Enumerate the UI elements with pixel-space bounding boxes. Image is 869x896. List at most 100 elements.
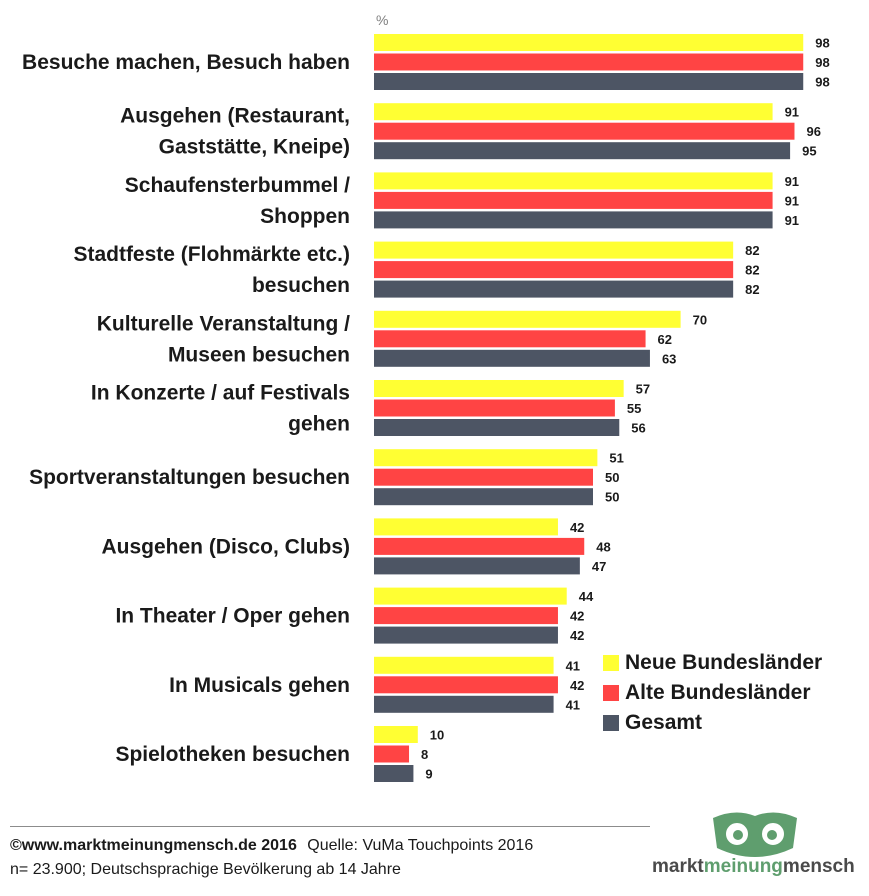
value-label-4-1: 62	[658, 332, 672, 347]
value-label-6-0: 51	[609, 451, 623, 466]
source-text: Quelle: VuMa Touchpoints 2016	[307, 837, 534, 854]
value-label-4-0: 70	[693, 312, 707, 327]
legend-swatch-red	[603, 685, 619, 701]
bar-chart: % 98989891969591919182828270626357555651…	[22, 12, 830, 782]
category-label-5: In Konzerte / auf Festivals	[91, 382, 350, 405]
legend-swatch-gray	[603, 715, 619, 731]
bar-4-2	[374, 349, 650, 367]
value-label-1-2: 95	[802, 144, 816, 159]
bar-3-0	[374, 241, 734, 259]
bar-2-2	[374, 211, 773, 229]
legend-item-neue-bundeslaender: Neue Bundesländer	[603, 648, 822, 678]
bar-8-0	[374, 587, 567, 605]
logo-text-mid: meinung	[703, 856, 783, 877]
value-label-6-2: 50	[605, 490, 619, 505]
value-label-1-1: 96	[806, 124, 820, 139]
bar-4-0	[374, 310, 681, 328]
category-labels: Besuche machen, Besuch haben Ausgehen (Re…	[22, 51, 350, 766]
logo-text-right: mensch	[782, 856, 855, 877]
value-label-2-2: 91	[785, 213, 799, 228]
bar-7-0	[374, 518, 558, 536]
bar-8-1	[374, 607, 558, 625]
bars-layer: 9898989196959191918282827062635755565150…	[374, 34, 830, 782]
footer: ©www.marktmeinungmensch.de 2016 Quelle: …	[10, 834, 533, 882]
value-label-1-0: 91	[785, 105, 799, 120]
bar-0-2	[374, 73, 804, 90]
category-label-0: Besuche machen, Besuch haben	[22, 51, 350, 74]
bar-10-2	[374, 765, 414, 782]
bar-3-2	[374, 280, 734, 298]
value-label-9-1: 42	[570, 678, 584, 693]
category-label-6: Sportveranstaltungen besuchen	[29, 466, 350, 489]
legend-swatch-yellow	[603, 655, 619, 671]
legend-item-alte-bundeslaender: Alte Bundesländer	[603, 678, 822, 708]
category-label-3: Stadtfeste (Flohmärkte etc.)	[73, 243, 350, 266]
category-label-7: Ausgehen (Disco, Clubs)	[101, 535, 350, 558]
bar-5-2	[374, 419, 620, 436]
category-label-8: In Theater / Oper gehen	[115, 605, 350, 628]
bar-1-1	[374, 122, 795, 140]
bar-10-1	[374, 745, 410, 763]
value-label-9-0: 41	[566, 658, 580, 673]
value-label-5-2: 56	[631, 421, 645, 436]
bar-2-1	[374, 191, 773, 209]
value-label-8-2: 42	[570, 628, 584, 643]
legend: Neue Bundesländer Alte Bundesländer Gesa…	[603, 648, 822, 738]
value-label-5-0: 57	[636, 382, 650, 397]
legend-label: Neue Bundesländer	[625, 651, 823, 674]
legend-item-gesamt: Gesamt	[603, 708, 822, 738]
sample-note: n= 23.900; Deutschsprachige Bevölkerung …	[10, 861, 401, 878]
category-label-4: Museen besuchen	[168, 343, 350, 366]
bar-6-1	[374, 468, 593, 486]
bar-9-1	[374, 676, 558, 694]
value-label-0-0: 98	[815, 36, 829, 51]
bar-5-0	[374, 380, 624, 397]
category-label-5: gehen	[288, 413, 350, 436]
bar-1-2	[374, 142, 791, 160]
value-label-7-2: 47	[592, 559, 606, 574]
legend-label: Alte Bundesländer	[625, 681, 811, 704]
bar-7-2	[374, 557, 580, 575]
bar-9-0	[374, 656, 554, 674]
category-label-1: Ausgehen (Restaurant,	[120, 105, 350, 128]
value-label-0-1: 98	[815, 55, 829, 70]
category-label-2: Schaufensterbummel /	[125, 174, 350, 197]
value-label-5-1: 55	[627, 401, 641, 416]
bar-8-2	[374, 626, 558, 644]
footer-divider	[10, 826, 650, 827]
value-label-2-1: 91	[785, 193, 799, 208]
value-label-3-1: 82	[745, 263, 759, 278]
value-label-7-1: 48	[596, 539, 610, 554]
value-label-3-2: 82	[745, 282, 759, 297]
category-label-10: Spielotheken besuchen	[115, 743, 350, 766]
value-label-8-1: 42	[570, 609, 584, 624]
value-label-4-2: 63	[662, 351, 676, 366]
legend-label: Gesamt	[625, 711, 703, 734]
value-label-0-2: 98	[815, 75, 829, 90]
owl-logo-icon	[713, 812, 797, 857]
bar-3-1	[374, 261, 734, 279]
copyright-text: ©www.marktmeinungmensch.de 2016	[10, 837, 297, 854]
category-label-3: besuchen	[252, 274, 350, 297]
bar-10-0	[374, 726, 418, 743]
category-label-9: In Musicals gehen	[169, 674, 350, 697]
value-label-10-1: 8	[421, 747, 428, 762]
bar-6-2	[374, 488, 593, 506]
bar-9-2	[374, 695, 554, 713]
value-label-6-1: 50	[605, 470, 619, 485]
value-label-3-0: 82	[745, 243, 759, 258]
category-label-4: Kulturelle Veranstaltung /	[97, 312, 350, 335]
category-label-2: Shoppen	[260, 205, 350, 228]
bar-2-0	[374, 172, 773, 190]
value-label-9-2: 41	[566, 697, 580, 712]
bar-5-1	[374, 399, 615, 417]
value-label-2-0: 91	[785, 174, 799, 189]
value-label-10-2: 9	[425, 767, 432, 782]
bar-4-1	[374, 330, 646, 348]
bar-1-0	[374, 103, 773, 121]
unit-label: %	[376, 12, 388, 28]
bar-6-0	[374, 449, 598, 467]
value-label-8-0: 44	[579, 589, 594, 604]
bar-7-1	[374, 537, 585, 555]
category-label-1: Gaststätte, Kneipe)	[159, 136, 350, 159]
